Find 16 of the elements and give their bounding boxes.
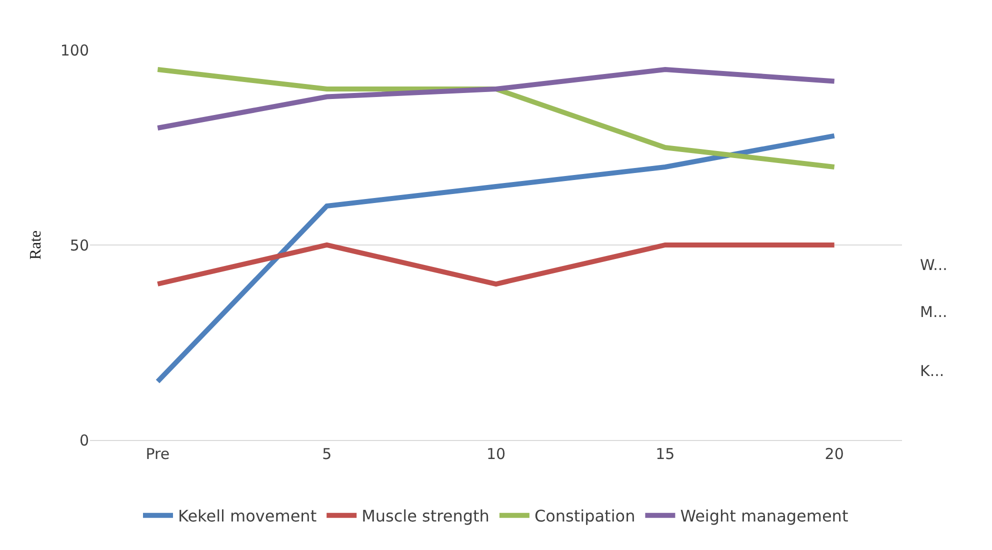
text: M... [920,303,948,321]
legend-label: Weight management [680,506,848,526]
y-tick-label: 50 [70,236,89,254]
x-tick-label: 10 [486,445,506,463]
text: W... [920,256,948,274]
y-tick-label: 0 [79,431,89,450]
x-tick-label: 15 [656,445,675,463]
text: K... [920,362,944,380]
legend-label: Constipation [534,506,636,526]
x-tick-label: Pre [146,445,170,463]
x-tick-label: 20 [824,445,844,463]
legend-label: Muscle strength [362,506,490,526]
legend-label: Kekell movement [178,506,317,526]
x-tick-label: 5 [322,445,332,463]
y-tick-label: 100 [60,41,89,60]
y-axis-title: Rate [27,230,44,260]
